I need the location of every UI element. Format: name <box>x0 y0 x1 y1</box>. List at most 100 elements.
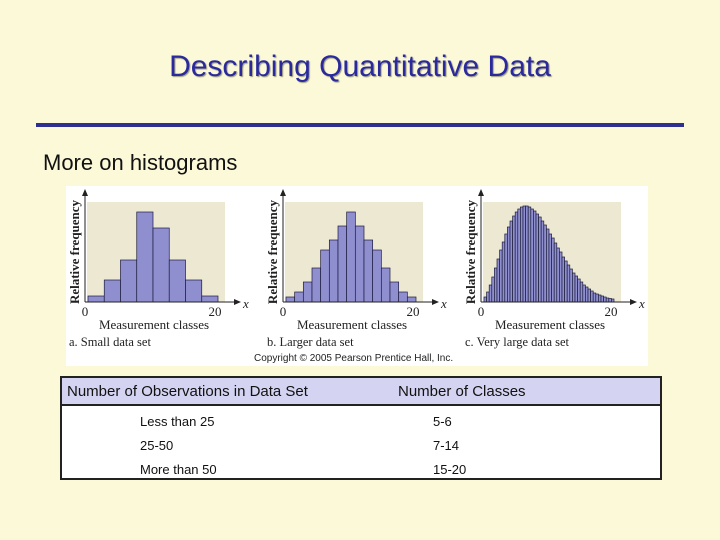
histogram-bar <box>522 205 526 303</box>
histogram-bar <box>577 278 581 303</box>
observations-cell: 25-50 <box>140 438 174 453</box>
y-axis-label: Relative frequency <box>265 199 280 304</box>
histogram-bar <box>491 276 495 303</box>
tick-label: 0 <box>82 304 89 319</box>
histogram-bar <box>501 241 506 303</box>
histogram-bar <box>372 249 382 303</box>
histogram-bar <box>185 279 203 303</box>
panel-caption: a. Small data set <box>69 335 151 349</box>
histogram-bar <box>527 206 532 303</box>
histogram-bar <box>600 295 604 303</box>
x-axis-label: Measurement classes <box>99 317 209 332</box>
histogram-bar <box>530 208 534 303</box>
histogram-bar <box>504 233 508 303</box>
histogram-bar <box>496 258 500 303</box>
histogram-bar <box>363 239 374 303</box>
tick-label: 0 <box>280 304 287 319</box>
histogram-bar <box>328 239 339 303</box>
histogram-bar <box>488 284 493 303</box>
x-axis-label: Measurement classes <box>297 317 407 332</box>
histogram-bar <box>546 228 550 303</box>
x-axis-variable: x <box>638 296 645 311</box>
histogram-bar <box>533 210 537 303</box>
histogram-bar <box>512 215 516 303</box>
histogram-bar <box>595 293 599 303</box>
histogram-bar <box>320 249 330 303</box>
slide-subtitle: More on histograms <box>43 150 238 175</box>
histogram-bar <box>540 220 545 303</box>
histogram-bar <box>514 211 519 303</box>
x-axis-label: Measurement classes <box>495 317 605 332</box>
histogram-bar <box>499 249 503 303</box>
histogram-bar <box>380 267 391 303</box>
histogram-bar <box>559 251 563 303</box>
histogram-bar <box>483 296 487 303</box>
histogram-bar <box>598 294 602 303</box>
y-axis-arrow <box>478 189 484 196</box>
histogram-bar <box>585 286 589 303</box>
histogram-bar <box>509 220 513 303</box>
classes-table: Number of Observations in Data Set Numbe… <box>60 376 662 480</box>
histogram-bar <box>543 224 547 303</box>
x-axis-arrow <box>432 299 439 305</box>
histogram-bar <box>486 291 490 303</box>
histogram-bar <box>136 211 154 303</box>
x-axis-arrow <box>630 299 637 305</box>
y-axis-label: Relative frequency <box>67 199 82 304</box>
histogram-bar <box>302 281 313 303</box>
histogram-bar <box>398 291 408 303</box>
histogram-bar <box>294 291 304 303</box>
histogram-bar <box>553 242 558 303</box>
x-axis-variable: x <box>440 296 447 311</box>
histogram-bar <box>587 288 591 303</box>
histogram-bar <box>311 267 322 303</box>
tick-label: 20 <box>605 304 618 319</box>
tick-label: 20 <box>209 304 222 319</box>
x-axis-variable: x <box>242 296 249 311</box>
histogram-bar <box>605 297 610 303</box>
table-header: Number of Observations in Data Set Numbe… <box>62 378 660 406</box>
header-observations: Number of Observations in Data Set <box>67 383 308 400</box>
histogram-bar <box>564 260 568 303</box>
histogram-bar <box>569 268 573 303</box>
histogram-bar <box>548 233 552 303</box>
classes-cell: 5-6 <box>433 414 452 429</box>
histogram-bar <box>608 298 612 303</box>
observations-cell: Less than 25 <box>140 414 215 429</box>
histogram-bar <box>572 272 576 303</box>
slide-title: Describing Quantitative Data <box>169 50 551 83</box>
histogram-bar <box>579 281 584 303</box>
histogram-bar <box>507 226 511 303</box>
classes-cell: 7-14 <box>433 438 460 453</box>
x-axis-arrow <box>234 299 241 305</box>
histogram-bar <box>603 296 607 303</box>
table-row: 25-50 7-14 <box>62 434 662 458</box>
histogram-bar <box>406 296 417 303</box>
histogram-bar <box>535 213 539 303</box>
histogram-bar <box>566 264 571 303</box>
histogram-bar <box>354 225 365 303</box>
histogram-bar <box>494 267 498 303</box>
histogram-bar <box>389 281 400 303</box>
histogram-bar <box>590 290 594 303</box>
histogram-bar <box>346 211 356 303</box>
histogram-bar <box>556 247 560 303</box>
histogram-bar <box>285 296 296 303</box>
histogram-bar <box>120 259 138 303</box>
tick-label: 20 <box>407 304 420 319</box>
histogram-bar <box>525 205 529 303</box>
histogram-bar <box>168 259 186 303</box>
table-row: More than 50 15-20 <box>62 458 662 482</box>
histogram-bar <box>103 279 121 303</box>
y-axis-arrow <box>280 189 286 196</box>
tick-label: 0 <box>478 304 485 319</box>
histogram-bar <box>582 284 586 303</box>
histogram-bar <box>520 206 524 303</box>
histogram-figure: Relative frequency x 0 20 Measurement classe… <box>66 186 648 366</box>
panel-caption: c. Very large data set <box>465 335 570 349</box>
histogram-bar <box>517 208 521 303</box>
histogram-bar <box>538 216 542 303</box>
panel-caption: b. Larger data set <box>267 335 354 349</box>
table-row: Less than 25 5-6 <box>62 410 662 434</box>
observations-cell: More than 50 <box>140 462 217 477</box>
